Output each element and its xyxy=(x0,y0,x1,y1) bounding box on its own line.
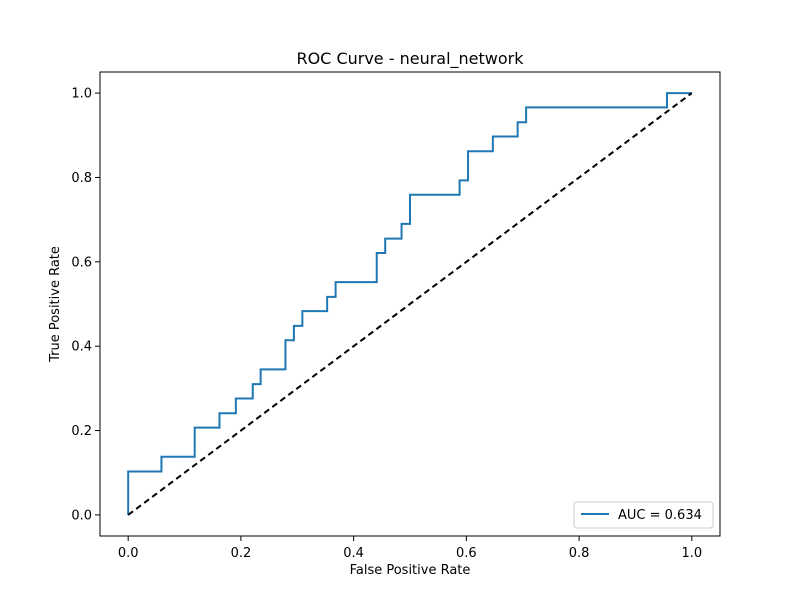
y-tick-label: 0.8 xyxy=(71,171,92,186)
x-tick-label: 0.2 xyxy=(231,546,252,561)
y-tick-label: 0.6 xyxy=(71,255,92,270)
y-axis-ticks: 0.0 0.2 0.4 0.6 0.8 1.0 xyxy=(71,87,100,523)
plot-area: 0.0 0.2 0.4 0.6 0.8 1.0 0.0 0.2 0.4 0.6 0.8 1.0 xyxy=(71,71,721,561)
x-tick-label: 1.0 xyxy=(681,546,702,561)
y-axis-title: True Positive Rate xyxy=(48,246,63,363)
x-axis-ticks: 0.0 0.2 0.4 0.6 0.8 1.0 xyxy=(118,536,702,561)
baseline-diagonal-line xyxy=(127,92,693,516)
legend-label: AUC = 0.634 xyxy=(618,508,702,523)
x-axis-title: False Positive Rate xyxy=(350,563,471,578)
chart-title: ROC Curve - neural_network xyxy=(296,49,524,69)
y-tick-label: 1.0 xyxy=(71,87,92,102)
y-tick-label: 0.2 xyxy=(71,424,92,439)
y-tick-label: 0.4 xyxy=(71,340,92,355)
legend: AUC = 0.634 xyxy=(573,501,714,529)
x-tick-label: 0.8 xyxy=(569,546,590,561)
roc-curve-line xyxy=(127,92,692,515)
plot-frame xyxy=(99,71,721,537)
y-tick-label: 0.0 xyxy=(71,508,92,523)
x-tick-label: 0.6 xyxy=(456,546,477,561)
series-group xyxy=(127,92,693,516)
legend-box xyxy=(573,501,714,529)
x-tick-label: 0.4 xyxy=(343,546,364,561)
x-tick-label: 0.0 xyxy=(118,546,139,561)
